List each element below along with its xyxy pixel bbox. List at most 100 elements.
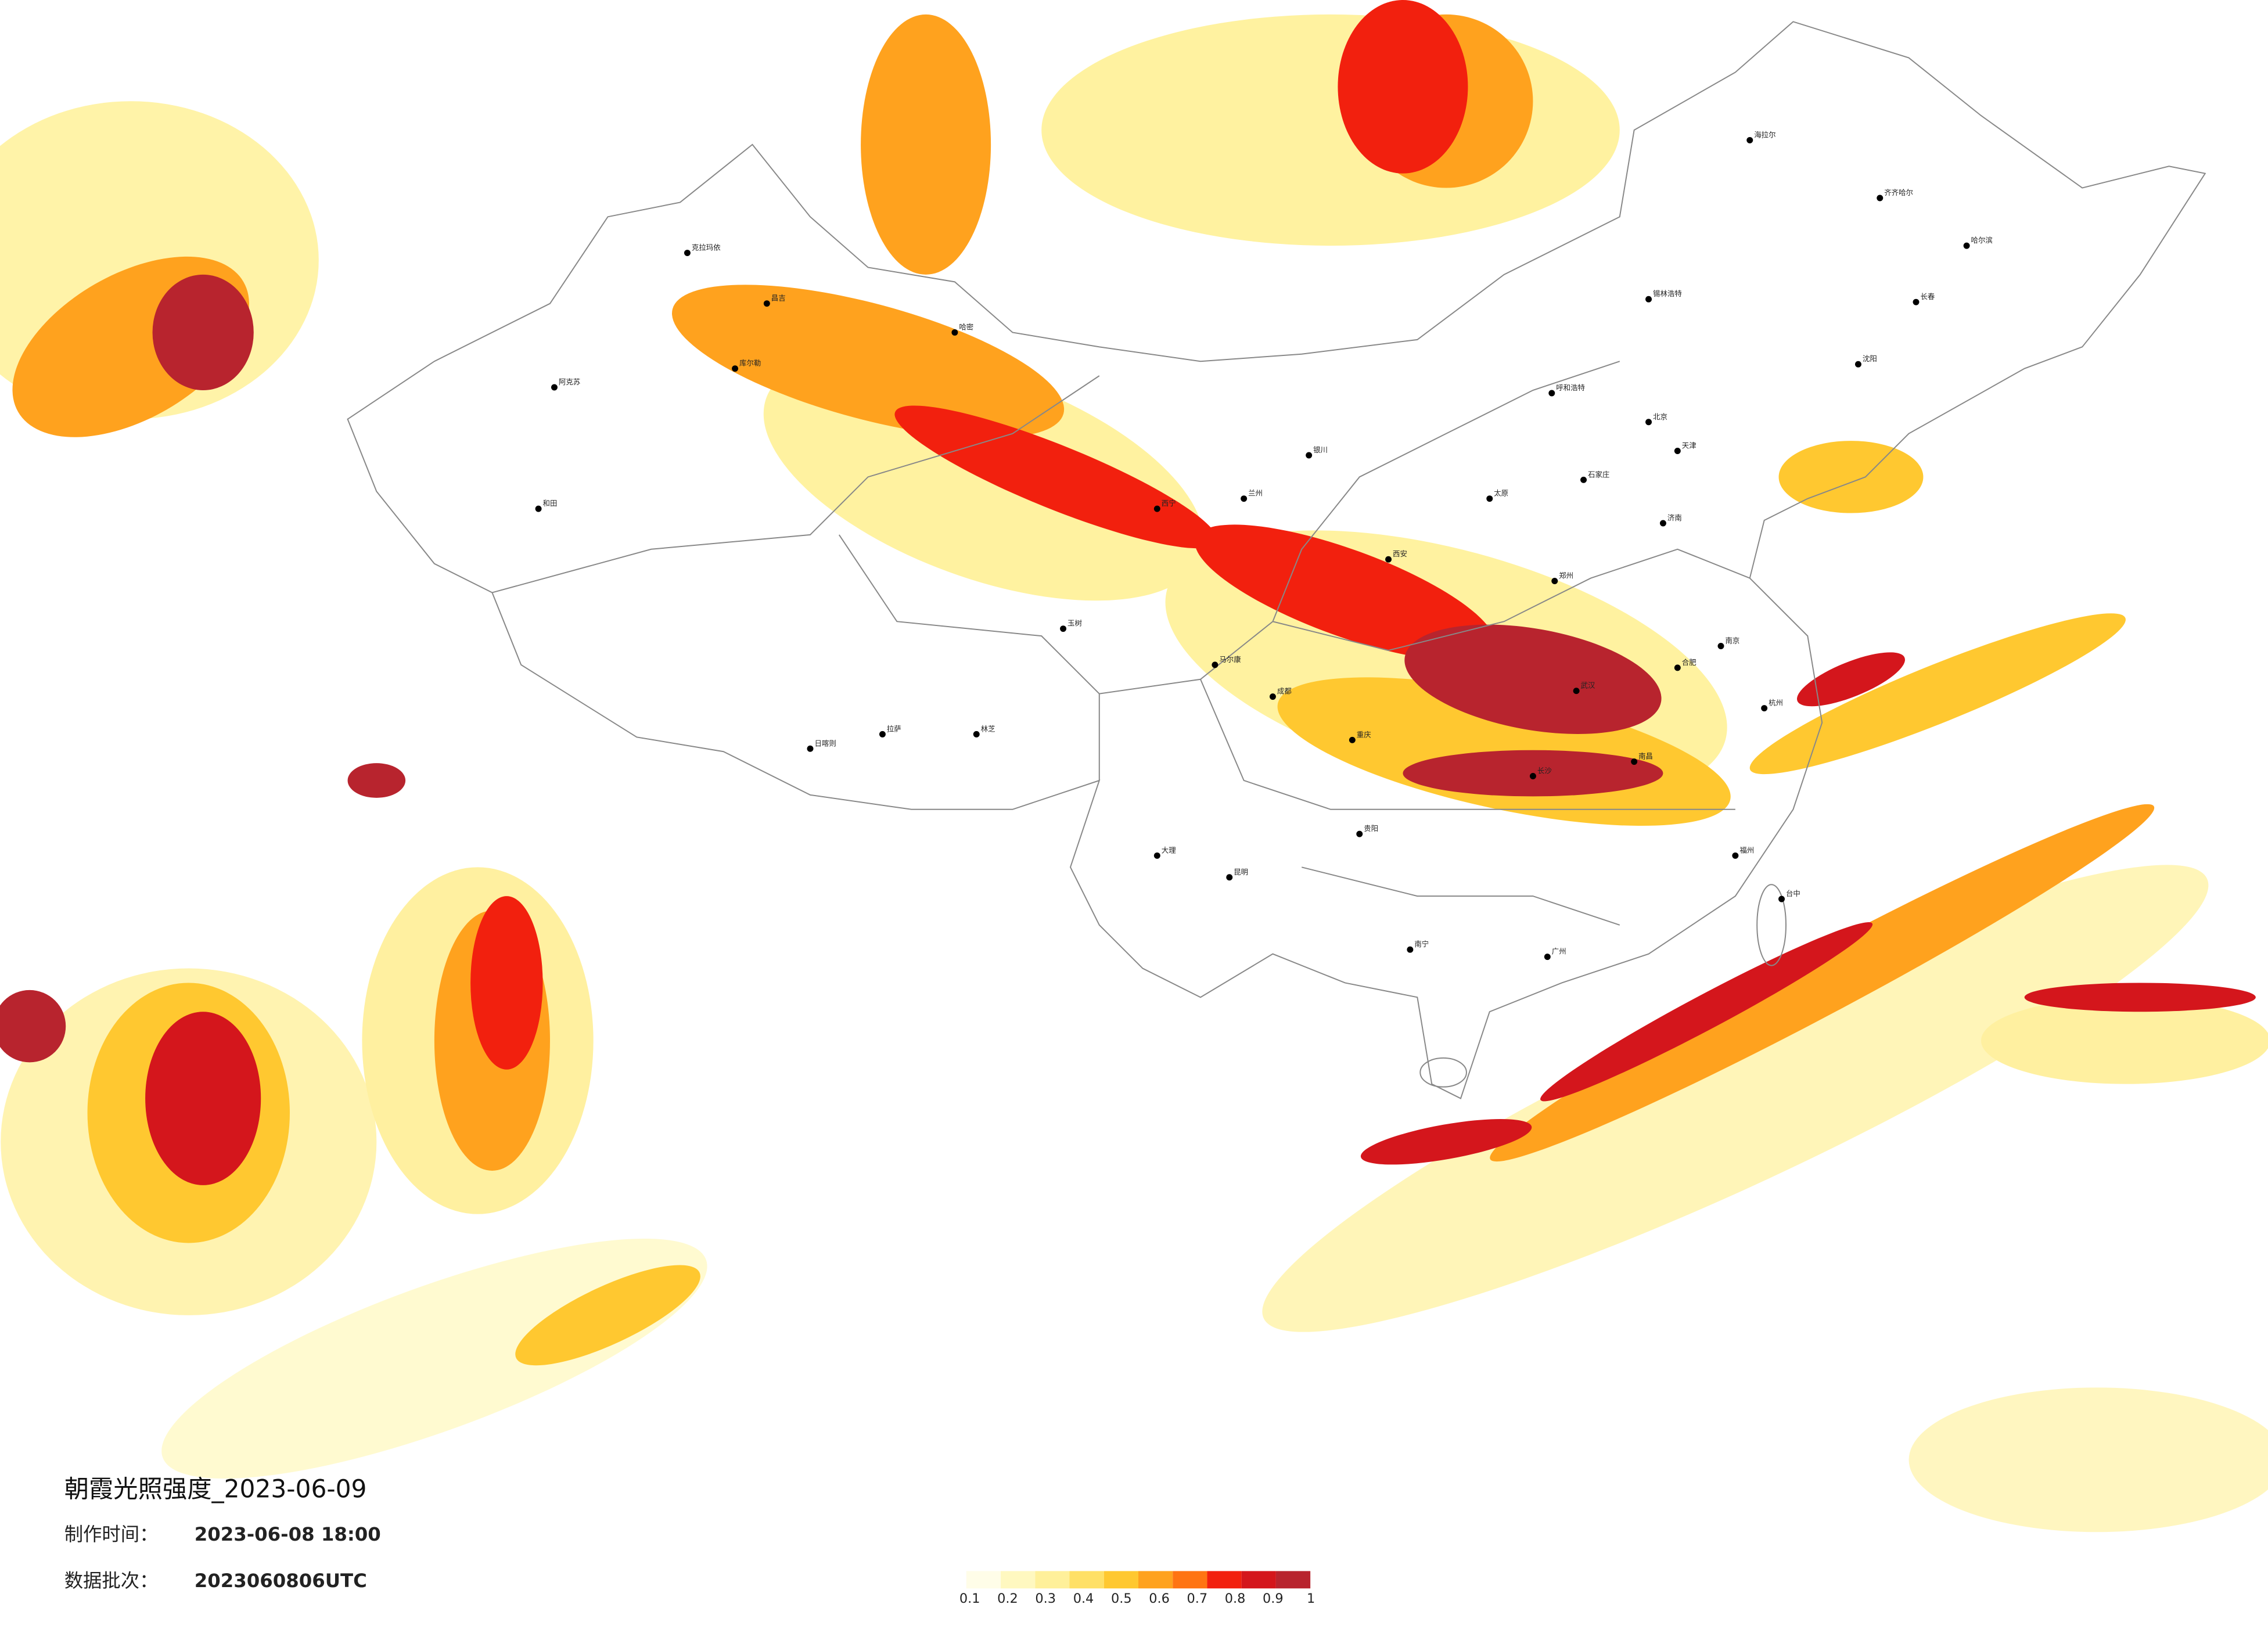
city-dot <box>1732 852 1739 859</box>
city-label: 西宁 <box>1162 499 1176 508</box>
colorbar-label: 0.4 <box>1073 1591 1094 1606</box>
city-label: 哈密 <box>959 322 973 331</box>
city-label: 贵阳 <box>1364 824 1378 833</box>
city-dot <box>951 329 958 336</box>
blob <box>1195 524 1496 661</box>
city-label: 广州 <box>1552 947 1566 956</box>
city-label: 齐齐哈尔 <box>1884 188 1913 197</box>
colorbar-box <box>1173 1571 1207 1589</box>
city-label: 兰州 <box>1248 489 1263 498</box>
city-dot <box>1645 419 1652 426</box>
city-label: 南昌 <box>1638 752 1653 761</box>
island-border <box>1756 884 1787 966</box>
blob <box>161 1239 707 1479</box>
city-label: 济南 <box>1667 513 1682 522</box>
blob <box>1908 1387 2268 1533</box>
city-label: 重庆 <box>1357 730 1371 739</box>
city-dot <box>732 365 739 372</box>
city-dot <box>1913 298 1920 305</box>
map-title: 朝霞光照强度_2023-06-09 <box>64 1474 367 1503</box>
blob <box>1404 624 1662 734</box>
city-label: 福州 <box>1739 846 1754 854</box>
city-dot <box>551 384 558 391</box>
city-label: 马尔康 <box>1219 655 1241 664</box>
city-dot <box>1548 390 1555 397</box>
colorbar-box <box>1207 1571 1242 1589</box>
city-label: 锡林浩特 <box>1653 289 1682 298</box>
country-border <box>347 21 2206 1099</box>
city-dot <box>1306 452 1313 459</box>
colorbar-label: 0.8 <box>1225 1591 1246 1606</box>
island-border <box>1419 1057 1467 1088</box>
blob <box>1749 613 2126 775</box>
colorbar-label: 0.5 <box>1111 1591 1132 1606</box>
city-label: 和田 <box>543 499 558 508</box>
city-dot <box>1659 520 1666 527</box>
blob <box>894 405 1217 549</box>
city-label: 长春 <box>1920 292 1935 301</box>
city-dot <box>1241 495 1248 502</box>
city-label: 南宁 <box>1414 940 1429 948</box>
city-dot <box>684 250 691 257</box>
city-dot <box>1674 664 1681 671</box>
city-label: 库尔勒 <box>739 359 761 368</box>
blob <box>2024 983 2256 1012</box>
colorbar-box <box>1069 1571 1104 1589</box>
colorbar-box <box>1138 1571 1173 1589</box>
city-label: 西安 <box>1393 549 1407 558</box>
city-dot <box>1212 661 1219 668</box>
intensity-field <box>0 0 2268 1533</box>
blob <box>145 1012 261 1185</box>
city-label: 林芝 <box>981 724 995 733</box>
blob <box>152 274 254 390</box>
blob <box>1338 0 1468 174</box>
city-label: 石家庄 <box>1588 470 1609 479</box>
city-dot <box>1778 895 1785 902</box>
city-dot <box>1349 736 1356 743</box>
city-dot <box>1060 625 1067 632</box>
city-label: 大理 <box>1162 846 1176 854</box>
city-label: 日喀则 <box>814 739 836 747</box>
colorbar-box <box>1275 1571 1311 1589</box>
colorbar-box <box>1035 1571 1070 1589</box>
made-time: 2023-06-08 18:00 <box>195 1523 381 1545</box>
city-dot <box>1631 758 1638 765</box>
blob <box>671 285 1065 438</box>
city-label: 昆明 <box>1234 868 1248 876</box>
city-dot <box>1269 693 1276 700</box>
city-label: 武汉 <box>1581 681 1595 690</box>
blob <box>1041 14 1620 246</box>
city-dot <box>1153 852 1160 859</box>
city-dot <box>1963 242 1970 249</box>
colorbar-box <box>1001 1571 1036 1589</box>
city-dot <box>1407 946 1414 953</box>
city-label: 玉树 <box>1067 619 1082 628</box>
city-label: 海拉尔 <box>1754 130 1775 139</box>
city-dot <box>1486 495 1493 502</box>
colorbar-label: 0.3 <box>1035 1591 1056 1606</box>
colorbar-label: 0.7 <box>1187 1591 1207 1606</box>
city-label: 银川 <box>1313 445 1328 454</box>
city-label: 杭州 <box>1769 699 1783 707</box>
city-label: 合肥 <box>1682 658 1696 667</box>
city-label: 郑州 <box>1559 571 1573 580</box>
city-dot <box>973 731 980 738</box>
city-dot <box>535 505 542 512</box>
city-label: 成都 <box>1277 687 1292 696</box>
city-dot <box>1877 195 1884 202</box>
city-dot <box>1761 705 1768 712</box>
city-label: 天津 <box>1682 441 1696 450</box>
blob <box>0 990 66 1063</box>
blob <box>1778 441 1924 513</box>
colorbar-label: 0.2 <box>997 1591 1018 1606</box>
city-label: 拉萨 <box>887 724 901 733</box>
blob <box>515 1265 700 1366</box>
made-label: 制作时间： <box>64 1523 159 1545</box>
blob <box>1540 922 1873 1102</box>
blob <box>1490 804 2155 1162</box>
city-label: 沈阳 <box>1863 354 1877 363</box>
city-label: 太原 <box>1494 489 1508 498</box>
colorbar-box <box>1104 1571 1138 1589</box>
